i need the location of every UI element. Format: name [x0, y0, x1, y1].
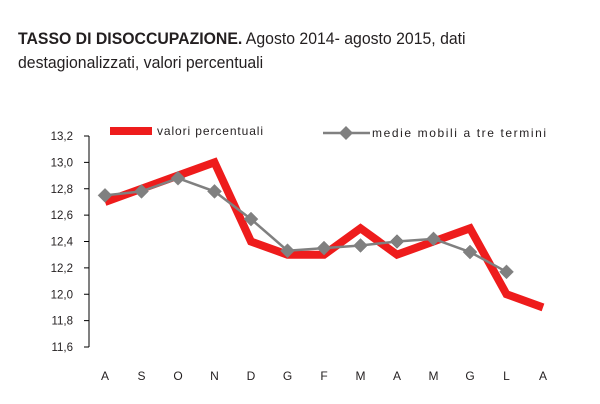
- x-tick-label: M: [429, 369, 439, 383]
- y-tick-label: 11,6: [51, 342, 73, 354]
- y-tick-label: 12,8: [51, 184, 73, 196]
- series-layer: [97, 157, 545, 312]
- legend-marker-2: [339, 126, 353, 140]
- series-2-point: [170, 170, 186, 186]
- y-tick-label: 12,0: [51, 289, 73, 301]
- series-line-2: [104, 176, 508, 273]
- x-tick-label: A: [539, 369, 547, 383]
- y-tick-label: 12,2: [51, 263, 73, 275]
- x-tick-label: D: [247, 369, 256, 383]
- chart-title: TASSO DI DISOCCUPAZIONE. Agosto 2014- ag…: [18, 27, 539, 75]
- series-2-point: [353, 238, 368, 253]
- series-2-point: [243, 211, 259, 227]
- x-tick-label: O: [173, 369, 182, 383]
- x-tick-label: S: [137, 369, 145, 383]
- series-2-point: [207, 184, 222, 199]
- y-tick-label: 12,4: [51, 237, 74, 249]
- series-2-point: [280, 243, 295, 259]
- y-tick-label: 13,2: [51, 131, 73, 143]
- series-2-point: [389, 234, 405, 249]
- x-tick-label: M: [356, 369, 366, 383]
- chart-title-bold: TASSO DI DISOCCUPAZIONE.: [18, 29, 243, 48]
- x-tick-label: L: [503, 369, 510, 383]
- series-2-point: [426, 231, 441, 247]
- x-tick-label: G: [283, 369, 292, 383]
- y-axis: 13,2 13,0 12,8 12,6 12,4 12,2 12,0 11,8 11,6: [51, 131, 90, 354]
- series-2-point: [134, 184, 149, 199]
- y-tick-label: 11,8: [51, 316, 73, 328]
- x-tick-label: A: [101, 369, 109, 383]
- chart-subtitle: destagionalizzati, valori percentuali: [18, 53, 264, 72]
- series-line-1: [103, 157, 545, 312]
- x-tick-label: N: [210, 369, 219, 383]
- x-tick-label: G: [465, 369, 474, 383]
- chart-title-rest: Agosto 2014- agosto 2015, dati: [242, 29, 466, 48]
- x-tick-label: A: [393, 369, 401, 383]
- series-2-point: [97, 187, 113, 203]
- x-tick-label: F: [320, 369, 327, 383]
- series-2-point: [499, 264, 514, 280]
- legend-label-2: medie mobili a tre termini: [372, 126, 548, 140]
- y-tick-label: 13,0: [51, 157, 73, 169]
- legend: valori percentuali medie mobili a tre ter…: [110, 124, 548, 140]
- series-2-point: [462, 244, 478, 260]
- series-2-point: [316, 240, 332, 256]
- legend-label-1: valori percentuali: [157, 124, 264, 138]
- y-tick-label: 12,6: [51, 210, 73, 222]
